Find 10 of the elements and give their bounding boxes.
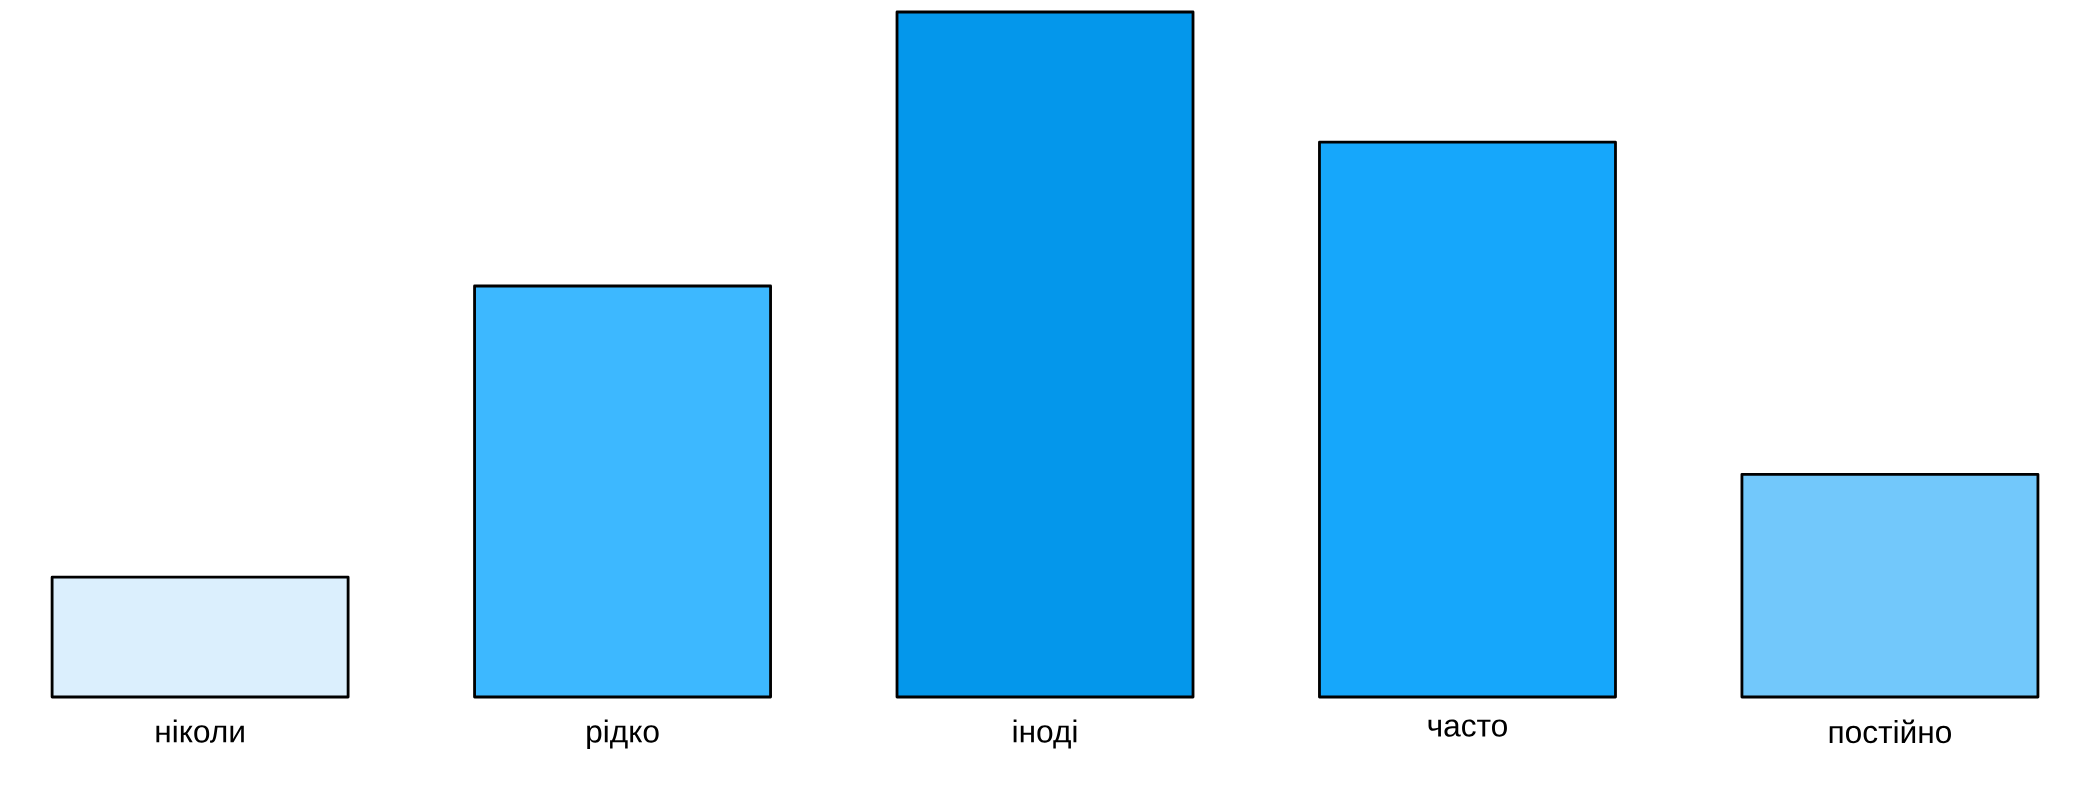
x-tick-label: іноді [1013,719,1077,749]
x-tick-label: часто [1428,719,1507,737]
bar [895,10,1195,699]
bar [1318,140,1617,699]
x-tick-label: ніколи [156,719,244,743]
x-tick-label: постійно [1829,719,1951,744]
bar [473,284,772,699]
bar [1740,472,2040,699]
bar [50,575,350,699]
x-tick-label: рідко [587,719,659,749]
